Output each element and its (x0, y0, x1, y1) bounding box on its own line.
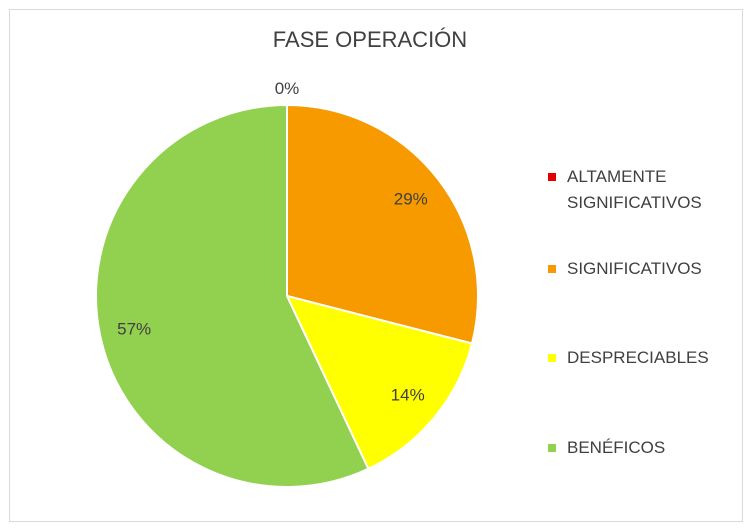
pie-slice (285, 294, 474, 471)
legend-swatch (548, 173, 556, 181)
data-label: 29% (394, 189, 428, 208)
legend-swatch (548, 354, 556, 362)
chart-title: FASE OPERACIÓN (273, 27, 467, 52)
legend-item: ALTAMENTE SIGNIFICATIVOS (548, 164, 738, 216)
legend-label: BENÉFICOS (567, 438, 666, 457)
data-label: 0% (275, 79, 300, 98)
legend-item: DESPRECIABLES (548, 345, 738, 371)
legend-label: DESPRECIABLES (567, 348, 709, 367)
legend-swatch (548, 444, 556, 452)
legend-swatch (548, 265, 556, 273)
legend-item: BENÉFICOS (548, 435, 738, 461)
pie-slice (95, 103, 370, 488)
legend-label: ALTAMENTE SIGNIFICATIVOS (567, 167, 702, 212)
pie-slice (286, 103, 479, 345)
data-label: 14% (391, 385, 425, 404)
legend-item: SIGNIFICATIVOS (548, 256, 738, 282)
data-label: 57% (117, 320, 151, 339)
legend-label: SIGNIFICATIVOS (567, 259, 702, 278)
